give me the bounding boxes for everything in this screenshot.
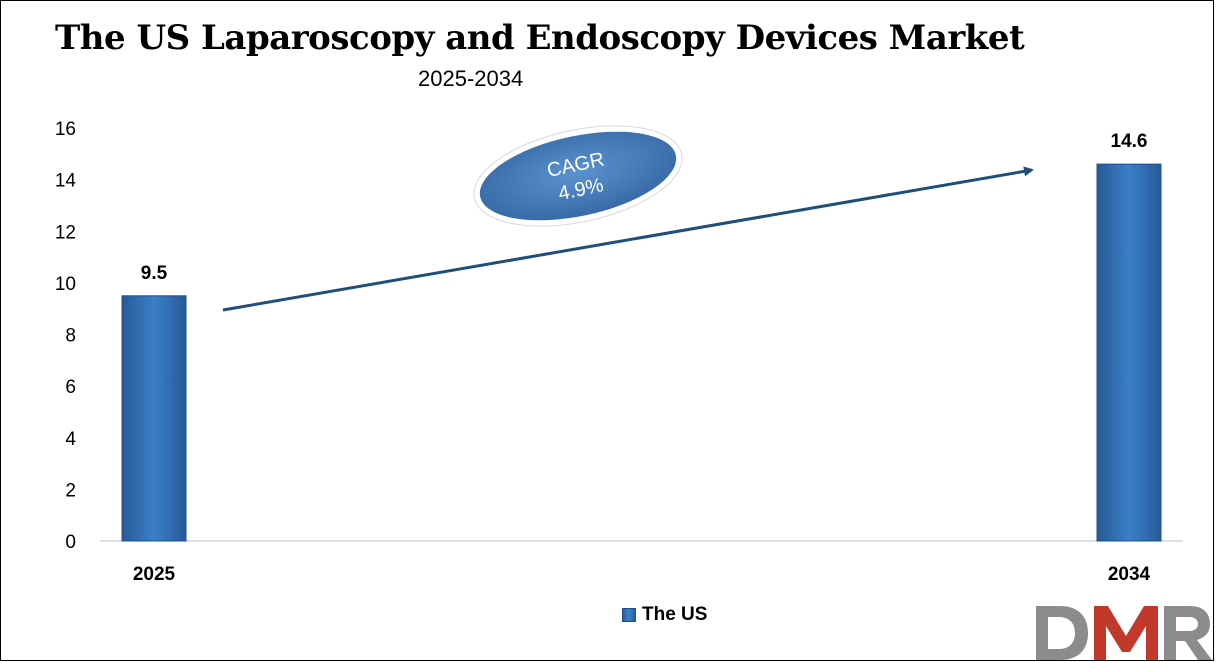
- y-tick-label: 12: [55, 222, 76, 243]
- y-tick-label: 4: [65, 429, 76, 450]
- dmr-logo: [1034, 600, 1214, 660]
- legend-swatch: [622, 608, 636, 622]
- y-tick-label: 2: [65, 480, 76, 501]
- bars: [122, 164, 1161, 541]
- y-tick-label: 16: [55, 119, 76, 140]
- y-tick-label: 8: [65, 326, 76, 347]
- data-label: 9.5: [141, 263, 168, 284]
- logo-letter-m: [1094, 606, 1158, 660]
- cagr-ellipse: [465, 109, 691, 243]
- bar-2034: [1097, 164, 1161, 541]
- x-category-label: 2025: [133, 564, 176, 585]
- legend: The US: [622, 604, 707, 626]
- y-tick-label: 14: [55, 171, 77, 192]
- x-category-label: 2034: [1108, 564, 1151, 585]
- category-labels: 2025 2034: [133, 564, 1151, 585]
- legend-label: The US: [642, 604, 707, 626]
- y-tick-label: 6: [65, 377, 76, 398]
- bar-2025: [122, 296, 186, 541]
- y-tick-label: 10: [55, 274, 76, 295]
- y-tick-label: 0: [65, 532, 76, 553]
- logo-letter-r: [1164, 606, 1212, 660]
- data-label: 14.6: [1111, 131, 1148, 152]
- logo-letter-d: [1036, 606, 1088, 660]
- y-axis-ticks: 0 2 4 6 8 10 12 14 16: [55, 119, 77, 553]
